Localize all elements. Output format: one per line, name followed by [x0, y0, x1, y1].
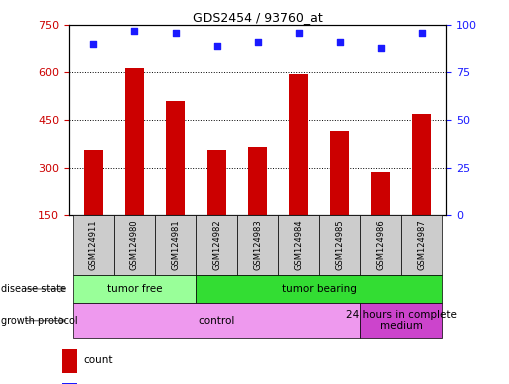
- Bar: [277, 215, 319, 275]
- Text: growth protocol: growth protocol: [1, 316, 77, 326]
- Text: GSM124980: GSM124980: [130, 220, 139, 270]
- Text: GSM124986: GSM124986: [375, 219, 384, 270]
- Text: control: control: [198, 316, 234, 326]
- Bar: [330, 131, 348, 215]
- Text: GSM124984: GSM124984: [294, 220, 302, 270]
- Bar: [237, 215, 277, 275]
- Bar: [62, 349, 76, 373]
- Bar: [73, 303, 359, 338]
- Bar: [359, 303, 441, 338]
- Text: GSM124985: GSM124985: [334, 220, 344, 270]
- Bar: [289, 74, 307, 215]
- Bar: [319, 215, 359, 275]
- Text: tumor free: tumor free: [106, 284, 162, 294]
- Text: GSM124987: GSM124987: [416, 219, 426, 270]
- Bar: [195, 275, 441, 303]
- Text: disease state: disease state: [1, 284, 66, 294]
- Bar: [114, 215, 155, 275]
- Bar: [155, 215, 195, 275]
- Bar: [73, 275, 195, 303]
- Point: [89, 41, 97, 47]
- Bar: [207, 150, 225, 215]
- Bar: [371, 172, 389, 215]
- Bar: [248, 147, 266, 215]
- Text: GSM124911: GSM124911: [89, 220, 98, 270]
- Point: [294, 30, 302, 36]
- Bar: [125, 68, 144, 215]
- Text: count: count: [83, 356, 113, 366]
- Point: [417, 30, 425, 36]
- Title: GDS2454 / 93760_at: GDS2454 / 93760_at: [192, 11, 322, 24]
- Point: [376, 45, 384, 51]
- Bar: [84, 150, 102, 215]
- Text: GSM124982: GSM124982: [212, 220, 220, 270]
- Bar: [62, 383, 76, 384]
- Point: [130, 28, 138, 34]
- Text: GSM124981: GSM124981: [171, 220, 180, 270]
- Bar: [195, 215, 237, 275]
- Point: [253, 39, 261, 45]
- Text: 24 hours in complete
medium: 24 hours in complete medium: [345, 310, 456, 331]
- Bar: [401, 215, 441, 275]
- Bar: [412, 114, 430, 215]
- Point: [335, 39, 343, 45]
- Point: [212, 43, 220, 49]
- Text: GSM124983: GSM124983: [252, 219, 262, 270]
- Bar: [359, 215, 401, 275]
- Bar: [166, 101, 184, 215]
- Bar: [73, 215, 114, 275]
- Point: [171, 30, 179, 36]
- Text: tumor bearing: tumor bearing: [281, 284, 356, 294]
